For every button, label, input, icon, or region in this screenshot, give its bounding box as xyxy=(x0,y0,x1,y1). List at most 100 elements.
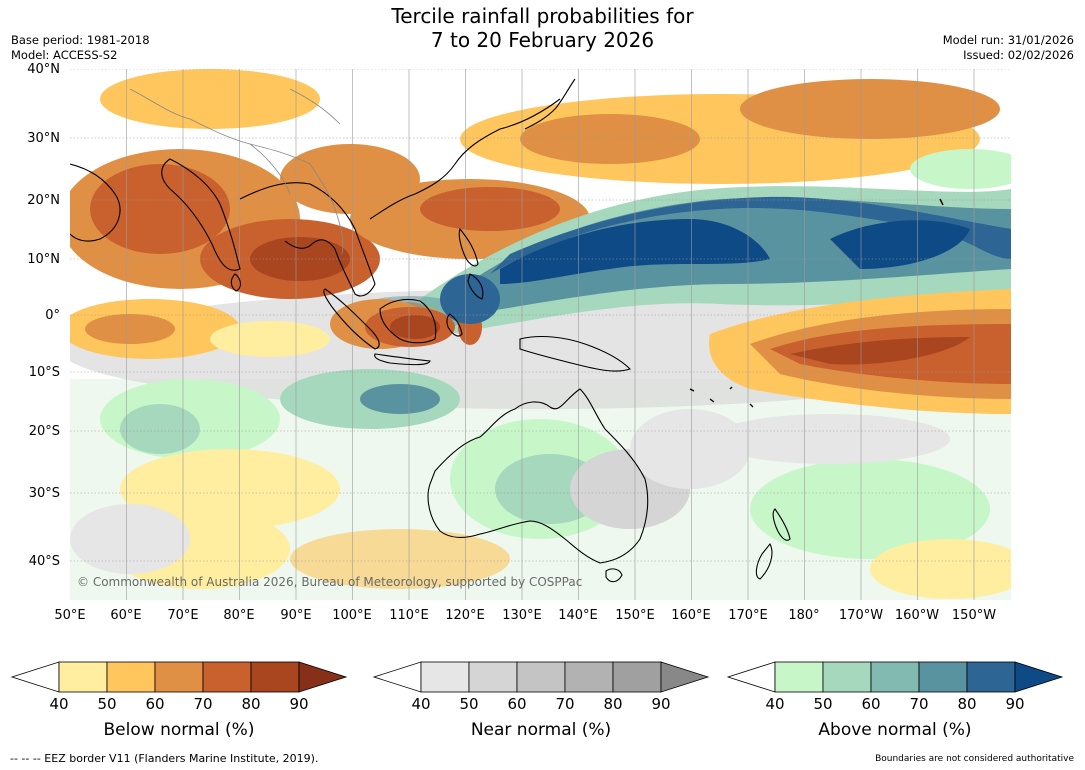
near-tick-50: 50 xyxy=(459,695,479,713)
copyright-note: © Commonwealth of Australia 2026, Bureau… xyxy=(77,575,583,589)
near-tick-80: 80 xyxy=(603,695,623,713)
model-run: Model run: 31/01/2026 xyxy=(942,33,1074,47)
below-normal-title: Below normal (%) xyxy=(103,720,255,740)
colorbars xyxy=(10,661,1064,693)
below-swatch-5 xyxy=(250,661,300,693)
above-tick-60: 60 xyxy=(861,695,881,713)
eez-border-note: -- -- -- EEZ border V11 (Flanders Marine… xyxy=(10,752,319,765)
near-swatch-3 xyxy=(516,661,566,693)
lat-label-30n: 30°N xyxy=(27,131,60,146)
near-tick-70: 70 xyxy=(555,695,575,713)
above-tick-70: 70 xyxy=(909,695,929,713)
near-swatch-1 xyxy=(420,661,470,693)
lon-label-180: 180° xyxy=(788,608,820,623)
above-normal-title: Above normal (%) xyxy=(818,720,972,740)
map-gridlines xyxy=(70,69,1011,562)
near-tick-90: 90 xyxy=(651,695,671,713)
lon-label-90e: 90°E xyxy=(280,608,312,623)
above-tick-90: 90 xyxy=(1005,695,1025,713)
nz-north-coast xyxy=(772,508,791,541)
near-swatch-0 xyxy=(372,661,422,693)
lon-label-70e: 70°E xyxy=(167,608,199,623)
colorbar-below-normal xyxy=(10,661,348,693)
lon-label-160e: 160°E xyxy=(671,608,711,623)
lat-label-10n: 10°N xyxy=(27,252,60,267)
lon-label-100e: 100°E xyxy=(332,608,372,623)
below-tick-60: 60 xyxy=(145,695,165,713)
near-swatch-2 xyxy=(468,661,518,693)
lat-label-20n: 20°N xyxy=(27,193,60,208)
below-tick-90: 90 xyxy=(289,695,309,713)
title-line-2: 7 to 20 February 2026 xyxy=(430,28,655,52)
model-info: Base period: 1981-2018 Model: ACCESS-S2 xyxy=(11,33,150,63)
lon-label-140e: 140°E xyxy=(558,608,598,623)
lon-label-130e: 130°E xyxy=(502,608,542,623)
new-guinea-coast xyxy=(519,335,632,372)
near-normal-title: Near normal (%) xyxy=(470,720,612,740)
lat-label-10s: 10°S xyxy=(28,365,60,380)
below-swatch-2 xyxy=(106,661,156,693)
japan-coast xyxy=(524,78,576,130)
lat-label-40s: 40°S xyxy=(28,554,60,569)
lon-label-110e: 110°E xyxy=(389,608,429,623)
lat-label-40n: 40°N xyxy=(27,62,60,77)
sumatra-coast xyxy=(323,288,380,350)
lon-label-160w: 160°W xyxy=(894,608,940,623)
boundaries-disclaimer: Boundaries are not considered authoritat… xyxy=(875,754,1074,764)
lat-label-20s: 20°S xyxy=(28,424,60,439)
tasmania-coast xyxy=(605,568,623,583)
lon-label-150w: 150°W xyxy=(951,608,997,623)
above-tick-80: 80 xyxy=(957,695,977,713)
below-tick-80: 80 xyxy=(241,695,261,713)
china-coast xyxy=(369,98,561,220)
above-swatch-0 xyxy=(726,661,776,693)
near-swatch-4 xyxy=(564,661,614,693)
base-period: Base period: 1981-2018 xyxy=(11,33,150,47)
india-coast xyxy=(161,158,241,271)
above-swatch-5 xyxy=(966,661,1016,693)
title-line-1: Tercile rainfall probabilities for xyxy=(391,4,694,28)
nz-south-coast xyxy=(755,542,773,580)
below-tick-40: 40 xyxy=(49,695,69,713)
lon-label-170e: 170°E xyxy=(728,608,768,623)
lon-label-60e: 60°E xyxy=(110,608,142,623)
above-swatch-4 xyxy=(918,661,968,693)
sri-lanka-coast xyxy=(230,273,241,292)
se-asia-coast xyxy=(239,182,376,297)
arabia-coast xyxy=(70,163,121,242)
coastlines xyxy=(70,78,944,583)
probability-map xyxy=(70,69,1011,600)
meridians xyxy=(126,69,975,600)
lon-label-170w: 170°W xyxy=(838,608,884,623)
lat-label-0: 0° xyxy=(45,308,60,323)
colorbar-near-normal xyxy=(372,661,710,693)
map-title: Tercile rainfall probabilities for 7 to … xyxy=(0,4,1085,52)
lon-label-150e: 150°E xyxy=(615,608,655,623)
colorbar-above-normal xyxy=(726,661,1064,693)
above-swatch-1 xyxy=(774,661,824,693)
below-swatch-1 xyxy=(58,661,108,693)
below-swatch-4 xyxy=(202,661,252,693)
country-borders xyxy=(129,88,344,255)
near-tick-40: 40 xyxy=(411,695,431,713)
lat-label-30s: 30°S xyxy=(28,486,60,501)
sulawesi-coast xyxy=(446,313,463,337)
below-swatch-3 xyxy=(154,661,204,693)
above-swatch-6 xyxy=(1014,661,1064,693)
australia-coast xyxy=(427,388,649,564)
above-tick-50: 50 xyxy=(813,695,833,713)
java-coast xyxy=(374,353,431,366)
above-swatch-2 xyxy=(822,661,872,693)
near-swatch-5 xyxy=(612,661,662,693)
probability-field xyxy=(70,69,1011,600)
lon-label-80e: 80°E xyxy=(223,608,255,623)
above-swatch-3 xyxy=(870,661,920,693)
lon-label-120e: 120°E xyxy=(445,608,485,623)
run-info: Model run: 31/01/2026 Issued: 02/02/2026 xyxy=(943,33,1074,63)
philippines-coast xyxy=(458,227,479,267)
near-tick-60: 60 xyxy=(507,695,527,713)
issued-date: Issued: 02/02/2026 xyxy=(963,48,1074,62)
near-swatch-6 xyxy=(660,661,710,693)
below-swatch-0 xyxy=(10,661,60,693)
below-tick-50: 50 xyxy=(97,695,117,713)
